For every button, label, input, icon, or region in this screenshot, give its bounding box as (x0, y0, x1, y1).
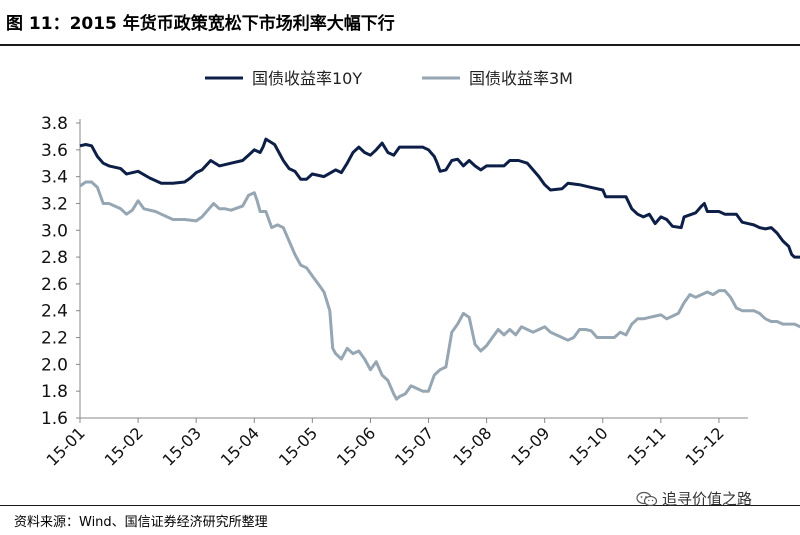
plot-area (79, 137, 800, 401)
x-tick-label: 15-06 (333, 423, 379, 469)
x-tick-label: 15-01 (43, 423, 89, 469)
y-tick-label: 2.0 (41, 355, 68, 375)
legend-label-3m: 国债收益率3M (469, 69, 573, 88)
x-tick-label: 15-07 (391, 423, 437, 469)
title-rule (0, 44, 800, 46)
y-tick-label: 2.4 (41, 302, 68, 322)
line-chart: 国债收益率10Y 国债收益率3M 1.6 1.8 2.0 2.2 2.4 2.6 2.8 3.… (41, 69, 800, 470)
y-tick-label: 2.8 (41, 248, 68, 268)
y-tick-label: 3.2 (41, 194, 68, 214)
y-tick-label: 3.0 (41, 221, 68, 241)
y-tick-label: 2.6 (41, 275, 68, 295)
footer-rule (0, 505, 800, 506)
wechat-icon (636, 491, 658, 506)
series-line-3m (79, 180, 800, 401)
y-tick-label: 3.6 (41, 141, 68, 161)
x-tick-label: 15-02 (101, 423, 147, 469)
y-tick-label: 3.4 (41, 168, 68, 188)
y-tick-label: 1.6 (41, 409, 68, 429)
x-axis: 15-01 15-02 15-03 15-04 15-05 15-06 15-07 15-08… (43, 417, 748, 470)
x-tick-label: 15-11 (623, 423, 669, 469)
x-tick-label: 15-08 (449, 423, 495, 469)
x-tick-label: 15-09 (507, 423, 553, 469)
chart-title: 图 11：2015 年货币政策宽松下市场利率大幅下行 (6, 14, 395, 34)
y-axis: 1.6 1.8 2.0 2.2 2.4 2.6 2.8 3.0 3.2 3.4 3.6 3.8 (41, 114, 81, 429)
source-note: 资料来源：Wind、国信证券经济研究所整理 (14, 515, 268, 530)
chart-legend: 国债收益率10Y 国债收益率3M (205, 69, 573, 88)
x-tick-label: 15-10 (565, 423, 611, 469)
y-tick-label: 3.8 (41, 114, 68, 134)
x-tick-label: 15-05 (275, 423, 321, 469)
watermark: 追寻价值之路 (636, 488, 752, 509)
title-bar: 图 11：2015 年货币政策宽松下市场利率大幅下行 (0, 0, 800, 44)
watermark-text: 追寻价值之路 (662, 490, 753, 508)
y-tick-label: 1.8 (41, 382, 68, 402)
y-tick-label: 2.2 (41, 329, 68, 349)
x-tick-label: 15-12 (681, 423, 727, 469)
series-line-10y (79, 137, 800, 259)
x-tick-label: 15-04 (217, 423, 263, 469)
legend-label-10y: 国债收益率10Y (252, 69, 362, 88)
x-tick-label: 15-03 (159, 423, 205, 469)
